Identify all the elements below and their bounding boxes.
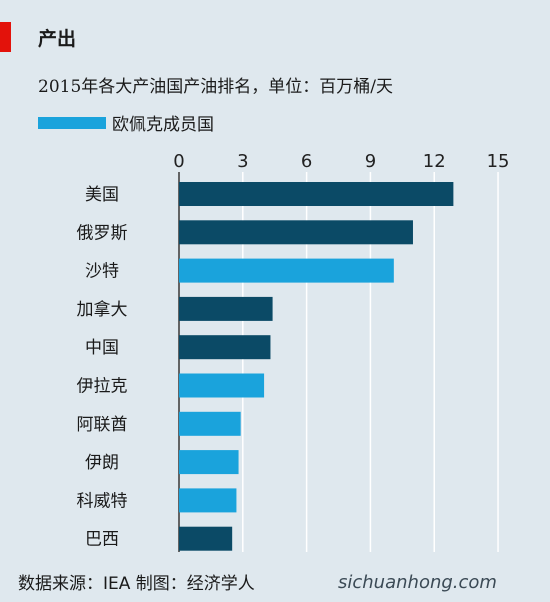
category-label: 伊朗 — [85, 453, 119, 473]
watermark: sichuanhong.com — [338, 572, 497, 593]
category-label: 美国 — [85, 185, 119, 205]
x-tick-label: 12 — [423, 151, 446, 172]
category-label: 中国 — [85, 338, 119, 358]
bar — [179, 526, 233, 551]
category-label: 加拿大 — [77, 299, 128, 320]
bar — [179, 450, 239, 475]
category-label: 沙特 — [85, 262, 119, 282]
category-label: 俄罗斯 — [77, 223, 128, 243]
x-tick-label: 6 — [301, 151, 312, 172]
bar — [179, 411, 241, 436]
chart-subtitle: 2015年各大产油国产油排名，单位：百万桶/天 — [38, 77, 393, 97]
category-label: 伊拉克 — [77, 377, 128, 397]
accent-tag — [0, 22, 11, 52]
category-label: 科威特 — [77, 491, 128, 511]
legend: 欧佩克成员国 — [38, 110, 214, 135]
bar — [179, 258, 394, 283]
x-tick-label: 0 — [173, 151, 184, 172]
bar — [179, 182, 454, 206]
section-heading: 产出 — [38, 28, 77, 50]
x-tick-label: 9 — [365, 151, 376, 172]
source-note: 数据来源：IEA 制图：经济学人 — [18, 574, 255, 594]
category-label: 巴西 — [85, 530, 119, 550]
legend-swatch — [38, 116, 106, 129]
x-tick-label: 15 — [487, 151, 510, 172]
bar — [179, 373, 265, 398]
bar — [179, 488, 237, 513]
category-label: 阿联酋 — [77, 415, 128, 435]
x-tick-label: 3 — [237, 151, 248, 172]
legend-label: 欧佩克成员国 — [112, 115, 214, 135]
bar — [179, 220, 413, 245]
bar — [179, 296, 273, 321]
bar — [179, 335, 271, 360]
